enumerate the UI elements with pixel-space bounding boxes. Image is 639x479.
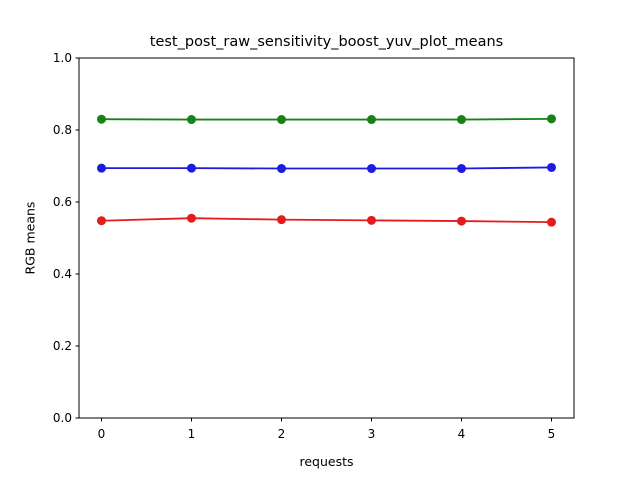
x-tick-label: 4 xyxy=(458,427,466,441)
green-channel-mean-marker xyxy=(457,115,466,125)
y-tick-label: 0.2 xyxy=(53,339,72,353)
y-tick-label: 0.0 xyxy=(53,411,72,425)
green-channel-mean-line xyxy=(100,117,553,121)
x-tick-label: 5 xyxy=(548,427,556,441)
y-tick-label: 0.8 xyxy=(53,123,72,137)
x-tick-label: 0 xyxy=(98,427,106,441)
red-channel-mean-marker xyxy=(547,217,556,227)
x-tick-label: 3 xyxy=(368,427,376,441)
blue-channel-mean-marker xyxy=(457,164,466,174)
green-channel-mean-marker xyxy=(187,115,196,125)
chart-title: test_post_raw_sensitivity_boost_yuv_plot… xyxy=(149,34,504,50)
green-channel-mean-marker xyxy=(367,115,376,125)
axes-frame xyxy=(78,57,575,419)
blue-channel-mean-marker xyxy=(187,163,196,173)
green-channel-mean-marker xyxy=(97,114,106,124)
blue-channel-mean-marker xyxy=(367,164,376,174)
y-tick-label: 0.6 xyxy=(53,195,72,209)
blue-channel-mean-marker xyxy=(277,164,286,174)
blue-channel-mean-marker xyxy=(547,162,556,172)
red-channel-mean-marker xyxy=(97,216,106,226)
x-tick-label: 1 xyxy=(188,427,196,441)
red-channel-mean-line xyxy=(100,217,553,224)
blue-channel-mean-marker xyxy=(97,163,106,173)
y-tick-label: 0.4 xyxy=(53,267,72,281)
red-channel-mean-marker xyxy=(367,215,376,225)
red-channel-mean-marker xyxy=(457,216,466,226)
x-tick-label: 2 xyxy=(278,427,286,441)
y-tick-label: 1.0 xyxy=(53,51,72,65)
red-channel-mean-marker xyxy=(277,215,286,225)
x-axis-label: requests xyxy=(299,454,354,469)
green-channel-mean-marker xyxy=(547,114,556,124)
green-channel-mean-marker xyxy=(277,115,286,125)
y-axis-label: RGB means xyxy=(22,201,38,275)
red-channel-mean-marker xyxy=(187,213,196,223)
blue-channel-mean-line xyxy=(100,166,553,170)
